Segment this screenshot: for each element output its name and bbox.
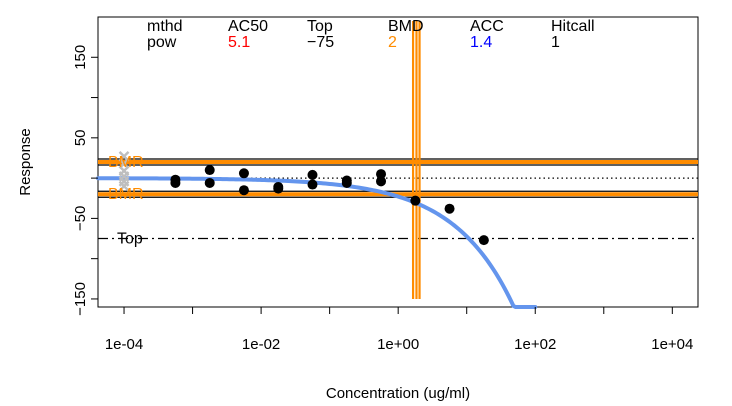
control-point-stroke [118,180,130,192]
top-label: Top [117,231,143,248]
data-point [238,185,249,196]
header-value: 2 [388,34,397,51]
data-point [204,177,215,188]
header-column-label: ACC [470,18,504,35]
header-column-label: Top [307,18,333,35]
x-axis-title: Concentration (ug/ml) [326,385,470,402]
bmd-lines [411,21,421,299]
y-tick-label: 50 [72,129,89,146]
data-point [307,169,318,180]
data-point [170,174,181,185]
header-value: pow [147,34,177,51]
x-tick-label: 1e-02 [242,336,280,353]
data-point [307,179,318,190]
header-column-label: mthd [147,18,183,35]
data-point [410,195,421,206]
data-point [273,183,284,194]
x-tick-label: 1e+02 [514,336,556,353]
header-column-label: BMD [388,18,424,35]
x-tick-label: 1e+04 [651,336,693,353]
header-value: −75 [307,34,334,51]
header-column-label: Hitcall [551,18,595,35]
bmr-label: BMR [108,186,144,203]
axes: 1e-04 1e-02 1e+00 1e+02 1e+04 −150 −50 50 150 [72,45,693,353]
header-value: 5.1 [228,34,250,51]
bmr-band [98,192,698,197]
data-point [444,203,455,214]
header-value: 1.4 [470,34,492,51]
data-point [478,235,489,246]
y-tick-label: −150 [72,282,89,316]
data-point [341,177,352,188]
reference-lines [98,177,698,240]
bmr-label: BMR [108,154,144,171]
y-axis-title: Response [17,128,34,196]
data-point [376,169,387,180]
y-tick-label: −50 [72,206,89,231]
data-point [238,168,249,179]
line-labels: BMR BMR Top [108,154,144,248]
x-tick-label: 1e+00 [377,336,419,353]
x-tick-label: 1e-04 [105,336,143,353]
y-tick-label: 150 [72,45,89,70]
header-value: 1 [551,34,560,51]
control-point [118,180,130,192]
header-column-label: AC50 [228,18,268,35]
header-table: mthd AC50 Top BMD ACC Hitcall pow 5.1 −75 2 1.4 1 [147,18,595,51]
data-point [376,176,387,187]
bmr-band [98,160,698,164]
points-group [118,150,489,246]
data-point [204,165,215,176]
